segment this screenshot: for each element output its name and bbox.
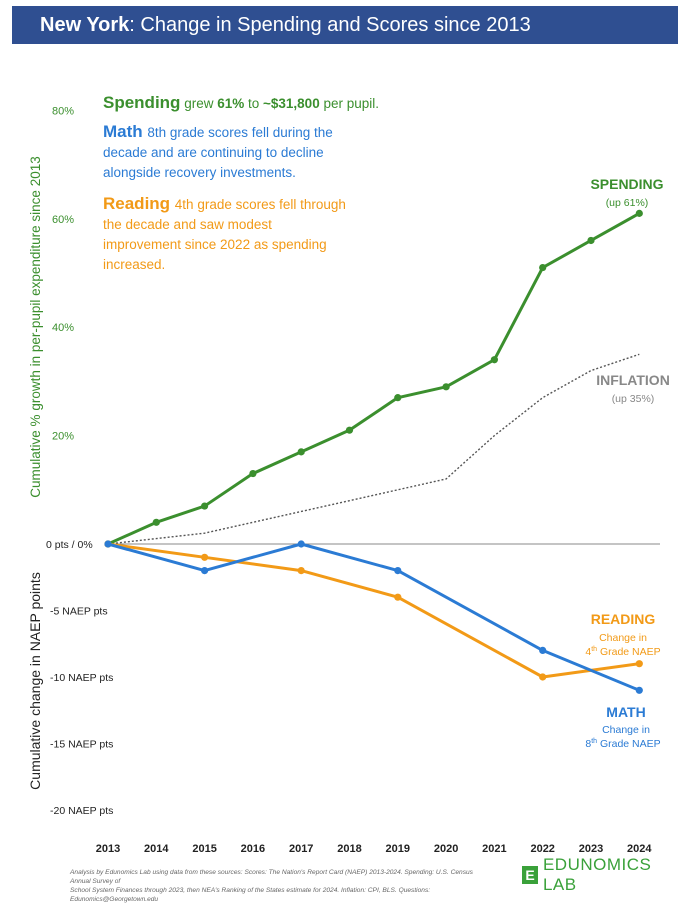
spending-point-2017 [297, 448, 305, 456]
annotation-math-head: Math [103, 122, 147, 141]
x-tick-2015: 2015 [192, 843, 216, 855]
x-tick-2024: 2024 [627, 843, 652, 855]
x-tick-2023: 2023 [579, 843, 603, 855]
annotation-math-line-2: alongside recovery investments. [103, 165, 296, 180]
y-tick-top-60: 60% [52, 214, 74, 226]
spending-point-2016 [249, 469, 257, 478]
annotation-spending-part-2: 61% [217, 96, 244, 111]
math-label: MATH [606, 704, 645, 720]
spending-point-2024 [635, 209, 643, 217]
spending-label-sub: (up 61%) [606, 197, 649, 209]
y-tick-top-20: 20% [52, 431, 74, 443]
edunomics-logo: E EDUNOMICS LAB [522, 855, 690, 894]
title-rest: : Change in Spending and Scores since 20… [129, 14, 531, 36]
y-tick-top-80: 80% [52, 105, 74, 117]
spending-point-2020 [442, 383, 450, 391]
inflation-line [107, 353, 640, 545]
math-label-sub2-number: 8 [585, 738, 591, 750]
reading-label: READING [591, 611, 656, 627]
inflation-label-sub: (up 35%) [612, 393, 655, 405]
spending-line [107, 212, 641, 546]
annotation-reading-line-0: Reading 4th grade scores fell through [103, 194, 346, 213]
spending-point-2021 [490, 356, 498, 364]
reading-label-sub2-sup: th [591, 646, 597, 653]
math-point-2022 [539, 646, 547, 655]
reading-point-2024 [635, 660, 643, 668]
footer-line-1: Analysis by Edunomics Lab using data fro… [70, 869, 473, 885]
logo-name: EDUNOMICS LAB [542, 855, 652, 894]
annotation-spending-part-4: ~$31,800 [263, 96, 320, 111]
y-tick-bottom-15: -15 NAEP pts [50, 739, 113, 751]
reading-point-2015 [201, 553, 209, 561]
x-tick-2018: 2018 [337, 843, 361, 855]
footer-line-2: School System Finances through 2023, the… [70, 887, 431, 903]
annotation-reading-line-2: improvement since 2022 as spending [103, 237, 327, 252]
annotation-spending-part-5: per pupil. [320, 96, 379, 111]
reading-label-sub2-number: 4 [585, 646, 591, 658]
y-tick-top-40: 40% [52, 322, 74, 334]
annotation-reading-text-0: 4th grade scores fell through [175, 197, 346, 212]
y-tick-bottom-20: -20 NAEP pts [50, 805, 113, 817]
annotation-reading-text-3: increased. [103, 257, 165, 272]
annotation-reading-text-2: improvement since 2022 as spending [103, 237, 327, 252]
x-tick-2021: 2021 [482, 843, 506, 855]
reading-point-2022 [539, 673, 547, 681]
x-tick-2022: 2022 [530, 843, 554, 855]
annotation-spending: Spending grew 61% to ~$31,800 per pupil. [103, 93, 379, 112]
spending-point-2014 [152, 518, 160, 526]
math-point-2013 [104, 540, 112, 548]
x-tick-2017: 2017 [289, 843, 313, 855]
annotation-math-line-0: Math 8th grade scores fell during the [103, 122, 333, 141]
annotation-reading-line-1: the decade and saw modest [103, 217, 272, 232]
annotation-spending-part-3: to [244, 96, 263, 111]
x-tick-2020: 2020 [434, 843, 458, 855]
annotation-spending-part-1: grew [180, 96, 217, 111]
x-tick-2019: 2019 [386, 843, 410, 855]
y-axis-title-top: Cumulative % growth in per-pupil expendi… [28, 156, 43, 497]
spending-point-2018 [345, 426, 354, 434]
math-point-2019 [394, 567, 402, 575]
spending-point-2023 [587, 236, 595, 245]
reading-point-2017 [297, 567, 305, 575]
annotation-math-text-1: decade and are continuing to decline [103, 145, 324, 160]
y-tick-bottom-10: -10 NAEP pts [50, 672, 113, 684]
reading-point-2019 [394, 593, 402, 601]
annotation-math-text-0: 8th grade scores fell during the [147, 125, 332, 140]
spending-point-2022 [539, 263, 547, 272]
spending-point-2019 [394, 394, 402, 402]
y-tick-bottom-5: -5 NAEP pts [50, 606, 108, 618]
reading-label-sub2-rest: Grade NAEP [597, 646, 661, 658]
spending-point-2015 [201, 502, 209, 510]
math-point-2017 [297, 540, 305, 548]
math-label-sub1: Change in [602, 724, 650, 736]
math-point-2024 [635, 686, 643, 694]
y-tick-zero: 0 pts / 0% [46, 539, 93, 551]
inflation-label: INFLATION [596, 372, 670, 388]
reading-label-sub2: 4th Grade NAEP [585, 646, 660, 658]
math-line [107, 542, 640, 692]
footer-sources: Analysis by Edunomics Lab using data fro… [70, 868, 490, 904]
annotation-reading-head: Reading [103, 194, 175, 213]
math-point-2015 [201, 567, 209, 575]
annotation-spending-part-0: Spending [103, 93, 180, 112]
annotation-math-line-1: decade and are continuing to decline [103, 145, 324, 160]
page-title: New York: Change in Spending and Scores … [12, 6, 678, 44]
math-label-sub2-sup: th [591, 738, 597, 745]
logo-mark-icon: E [522, 866, 538, 884]
annotation-reading-text-1: the decade and saw modest [103, 217, 272, 232]
title-state: New York [40, 14, 130, 36]
math-label-sub2: 8th Grade NAEP [585, 738, 660, 750]
y-axis-title-bottom: Cumulative change in NAEP points [27, 572, 43, 790]
x-tick-2014: 2014 [144, 843, 169, 855]
math-label-sub2-rest: Grade NAEP [597, 738, 661, 750]
x-tick-2013: 2013 [96, 843, 120, 855]
spending-label: SPENDING [590, 176, 663, 192]
annotation-reading-line-3: increased. [103, 257, 165, 272]
reading-line [107, 542, 640, 679]
reading-label-sub1: Change in [599, 632, 647, 644]
x-tick-2016: 2016 [241, 843, 265, 855]
annotation-math-text-2: alongside recovery investments. [103, 165, 296, 180]
